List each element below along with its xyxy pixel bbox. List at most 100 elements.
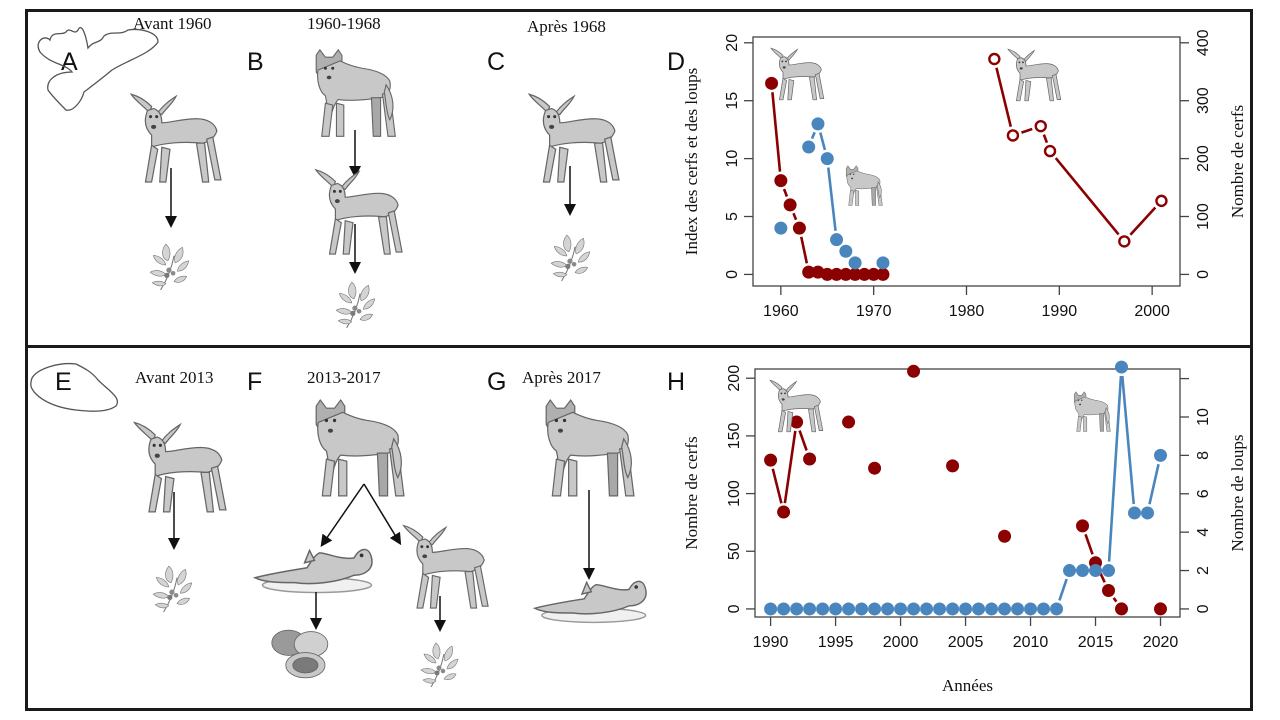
data-point (876, 256, 890, 270)
data-point (830, 267, 844, 281)
data-point (1155, 194, 1168, 208)
data-point (1037, 602, 1051, 616)
period-label-e: Avant 2013 (135, 368, 214, 387)
period-label-f: 2013-2017 (307, 368, 381, 387)
y-axis-title-right: Nombre de cerfs (1228, 105, 1247, 218)
x-tick-label: 1990 (753, 634, 789, 651)
y-right-tick-label: 0 (1195, 604, 1212, 613)
data-point (777, 505, 791, 519)
y-right-tick-label: 100 (1195, 203, 1212, 230)
x-tick-label: 1980 (949, 303, 985, 320)
data-point (842, 602, 856, 616)
series-line-segment (1021, 127, 1033, 134)
plot-box-h (754, 368, 1181, 618)
data-point (1006, 129, 1020, 142)
data-point (907, 602, 921, 616)
data-point (1141, 506, 1155, 520)
y-tick-label: 100 (726, 480, 743, 507)
series-line-segment (1084, 533, 1094, 555)
x-tick-label: 2010 (1013, 634, 1049, 651)
x-tick-label: 2000 (1134, 303, 1170, 320)
period-label-c: Après 1968 (527, 17, 606, 36)
data-point (933, 602, 947, 616)
series-index-des-cerfs (765, 76, 890, 281)
y-tick-label: 200 (726, 365, 743, 392)
data-point (1089, 564, 1103, 578)
data-point (792, 221, 806, 235)
series-line-segment (1129, 206, 1157, 236)
y-right-tick-label: 10 (1195, 408, 1212, 426)
series-line-segment (799, 236, 809, 264)
y-tick-label: 10 (724, 150, 741, 168)
y-axis-title-right: Nombre de loups (1228, 434, 1247, 551)
data-point (802, 265, 816, 279)
x-tick-label: 2020 (1143, 634, 1179, 651)
data-point (790, 415, 804, 429)
data-point (820, 267, 834, 281)
data-point (1154, 448, 1168, 462)
data-point (842, 415, 856, 429)
series-line-segment (1121, 375, 1136, 505)
series-line-segment (1148, 463, 1160, 505)
data-point (1076, 564, 1090, 578)
x-tick-label: 1970 (856, 303, 892, 320)
data-point (868, 461, 882, 475)
data-point (848, 267, 862, 281)
x-tick-label: 2015 (1078, 634, 1114, 651)
data-point (894, 602, 908, 616)
data-point (1034, 119, 1047, 133)
data-point (907, 364, 921, 378)
arrow-icon (320, 483, 365, 547)
y-right-tick-label: 8 (1195, 451, 1212, 460)
data-point (998, 529, 1012, 543)
series-nombre-de-cerfs (988, 52, 1168, 248)
data-point (764, 453, 778, 467)
panel-letter-d: D (667, 48, 686, 76)
panel-letter-h: H (667, 368, 686, 396)
data-point (1050, 602, 1064, 616)
data-point (972, 602, 986, 616)
data-point (857, 267, 871, 281)
y-tick-label: 5 (724, 212, 741, 221)
y-tick-label: 0 (724, 270, 741, 279)
data-point (839, 244, 853, 258)
island-map-icon (30, 362, 119, 412)
panel-letter-c: C (487, 48, 506, 76)
y-right-tick-label: 300 (1195, 87, 1212, 114)
y-right-tick-label: 200 (1195, 145, 1212, 172)
data-point (765, 76, 779, 90)
data-point (1024, 602, 1038, 616)
x-tick-label: 1995 (818, 634, 854, 651)
series-line-segment (798, 430, 808, 451)
series-line-segment (1112, 597, 1118, 603)
x-tick-label: 1960 (763, 303, 799, 320)
period-label-g: Après 2017 (522, 368, 601, 387)
y-right-tick-label: 0 (1195, 270, 1212, 279)
data-point (774, 174, 788, 188)
series-line-segment (810, 131, 816, 140)
figure-frame (25, 9, 1253, 711)
series-line-segment (1042, 134, 1049, 144)
data-point (1154, 602, 1168, 616)
series-line-segment (792, 212, 798, 221)
x-tick-label: 2005 (948, 634, 984, 651)
y-tick-label: 20 (724, 34, 741, 52)
series-line-segment (783, 430, 797, 504)
data-point (1102, 583, 1116, 597)
series-nombre-de-loups (764, 360, 1168, 616)
series-line-segment (826, 167, 837, 231)
panel-letter-e: E (55, 368, 72, 396)
data-point (998, 602, 1012, 616)
y-right-tick-label: 4 (1195, 528, 1212, 537)
data-point (820, 152, 834, 166)
series-line-segment (1058, 578, 1068, 601)
data-point (803, 452, 817, 466)
data-point (1115, 360, 1129, 374)
y-axis-title: Index des cerfs et des loups (682, 68, 701, 255)
y-right-tick-label: 400 (1195, 29, 1212, 56)
data-point (777, 602, 791, 616)
data-point (1063, 564, 1077, 578)
data-point (1128, 506, 1142, 520)
